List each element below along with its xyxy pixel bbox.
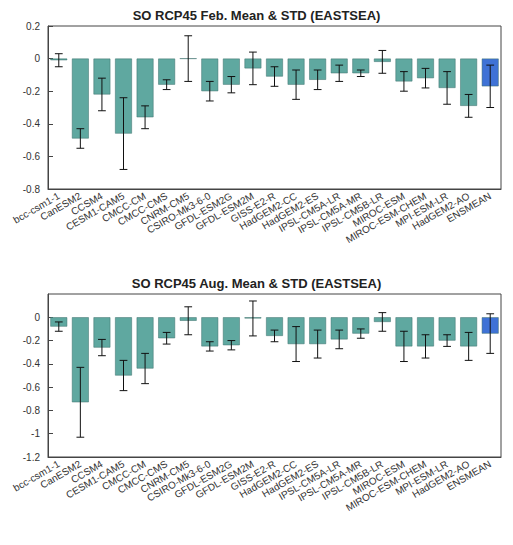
- svg-text:-0.6: -0.6: [23, 151, 41, 162]
- svg-text:HadGEM2-ES: HadGEM2-ES: [260, 458, 321, 500]
- svg-text:MPI-ESM-LR: MPI-ESM-LR: [393, 458, 450, 498]
- svg-text:SO RCP45 Aug. Mean & STD (EAST: SO RCP45 Aug. Mean & STD (EASTSEA): [132, 276, 381, 291]
- svg-text:CMCC-CM: CMCC-CM: [100, 458, 148, 493]
- svg-text:IPSL-CM5A-MR: IPSL-CM5A-MR: [296, 190, 364, 236]
- svg-text:CanESM2: CanESM2: [38, 190, 84, 223]
- svg-text:HadGEM2-CC: HadGEM2-CC: [237, 190, 299, 232]
- svg-text:MIROC-ESM: MIROC-ESM: [350, 190, 407, 229]
- svg-text:IPSL-CM5A-MR: IPSL-CM5A-MR: [296, 458, 364, 504]
- svg-text:GFDL-ESM2G: GFDL-ESM2G: [172, 190, 235, 233]
- svg-text:GFDL-ESM2M: GFDL-ESM2M: [193, 190, 256, 233]
- svg-text:HadGEM2-AO: HadGEM2-AO: [410, 190, 472, 232]
- svg-text:CCSM4: CCSM4: [68, 458, 105, 486]
- svg-text:CESM1-CAM5: CESM1-CAM5: [64, 190, 127, 233]
- svg-text:MIROC-ESM: MIROC-ESM: [350, 458, 407, 497]
- svg-text:-0.4: -0.4: [23, 118, 41, 129]
- svg-text:CNRM-CM5: CNRM-CM5: [138, 458, 191, 495]
- svg-text:ENSMEAN: ENSMEAN: [445, 190, 493, 224]
- svg-text:SO RCP45 Feb. Mean & STD (EAST: SO RCP45 Feb. Mean & STD (EASTSEA): [133, 8, 381, 23]
- svg-text:CESM1-CAM5: CESM1-CAM5: [64, 458, 127, 501]
- svg-text:CanESM2: CanESM2: [38, 458, 84, 491]
- svg-text:-0.4: -0.4: [23, 358, 41, 369]
- svg-text:0.2: 0.2: [26, 21, 40, 32]
- svg-text:-1.2: -1.2: [23, 452, 41, 463]
- svg-text:-1: -1: [31, 428, 40, 439]
- svg-text:bcc-csm1-1: bcc-csm1-1: [11, 458, 62, 494]
- svg-text:-0.6: -0.6: [23, 382, 41, 393]
- svg-text:CSIRO-Mk3-6-0: CSIRO-Mk3-6-0: [145, 458, 213, 504]
- svg-text:CSIRO-Mk3-6-0: CSIRO-Mk3-6-0: [145, 190, 213, 236]
- svg-text:CMCC-CMS: CMCC-CMS: [115, 190, 170, 228]
- svg-text:ENSMEAN: ENSMEAN: [445, 458, 493, 492]
- svg-text:0: 0: [34, 312, 40, 323]
- svg-text:HadGEM2-ES: HadGEM2-ES: [260, 190, 321, 232]
- svg-text:-0.8: -0.8: [23, 184, 41, 195]
- svg-text:IPSL-CM5A-LR: IPSL-CM5A-LR: [276, 190, 342, 235]
- svg-text:GISS-E2-R: GISS-E2-R: [228, 458, 278, 493]
- svg-text:-0.2: -0.2: [23, 335, 41, 346]
- svg-text:CMCC-CMS: CMCC-CMS: [115, 458, 170, 496]
- svg-text:IPSL-CM5A-LR: IPSL-CM5A-LR: [276, 458, 342, 503]
- svg-text:bcc-csm1-1: bcc-csm1-1: [11, 190, 62, 226]
- svg-text:MPI-ESM-LR: MPI-ESM-LR: [393, 190, 450, 230]
- svg-text:MIROC-ESM-CHEM: MIROC-ESM-CHEM: [344, 458, 429, 514]
- svg-text:HadGEM2-AO: HadGEM2-AO: [410, 458, 472, 500]
- svg-text:CMCC-CM: CMCC-CM: [100, 190, 148, 225]
- svg-text:0: 0: [34, 53, 40, 64]
- svg-text:CCSM4: CCSM4: [68, 190, 105, 218]
- svg-text:GISS-E2-R: GISS-E2-R: [228, 190, 278, 225]
- svg-text:-0.2: -0.2: [23, 86, 41, 97]
- svg-text:MIROC-ESM-CHEM: MIROC-ESM-CHEM: [344, 190, 429, 246]
- svg-text:-0.8: -0.8: [23, 405, 41, 416]
- svg-text:HadGEM2-CC: HadGEM2-CC: [237, 458, 299, 500]
- svg-text:GFDL-ESM2G: GFDL-ESM2G: [172, 458, 235, 501]
- svg-text:IPSL-CM5B-LR: IPSL-CM5B-LR: [320, 190, 386, 235]
- svg-text:IPSL-CM5B-LR: IPSL-CM5B-LR: [320, 458, 386, 503]
- svg-text:CNRM-CM5: CNRM-CM5: [138, 190, 191, 227]
- svg-text:GFDL-ESM2M: GFDL-ESM2M: [193, 458, 256, 501]
